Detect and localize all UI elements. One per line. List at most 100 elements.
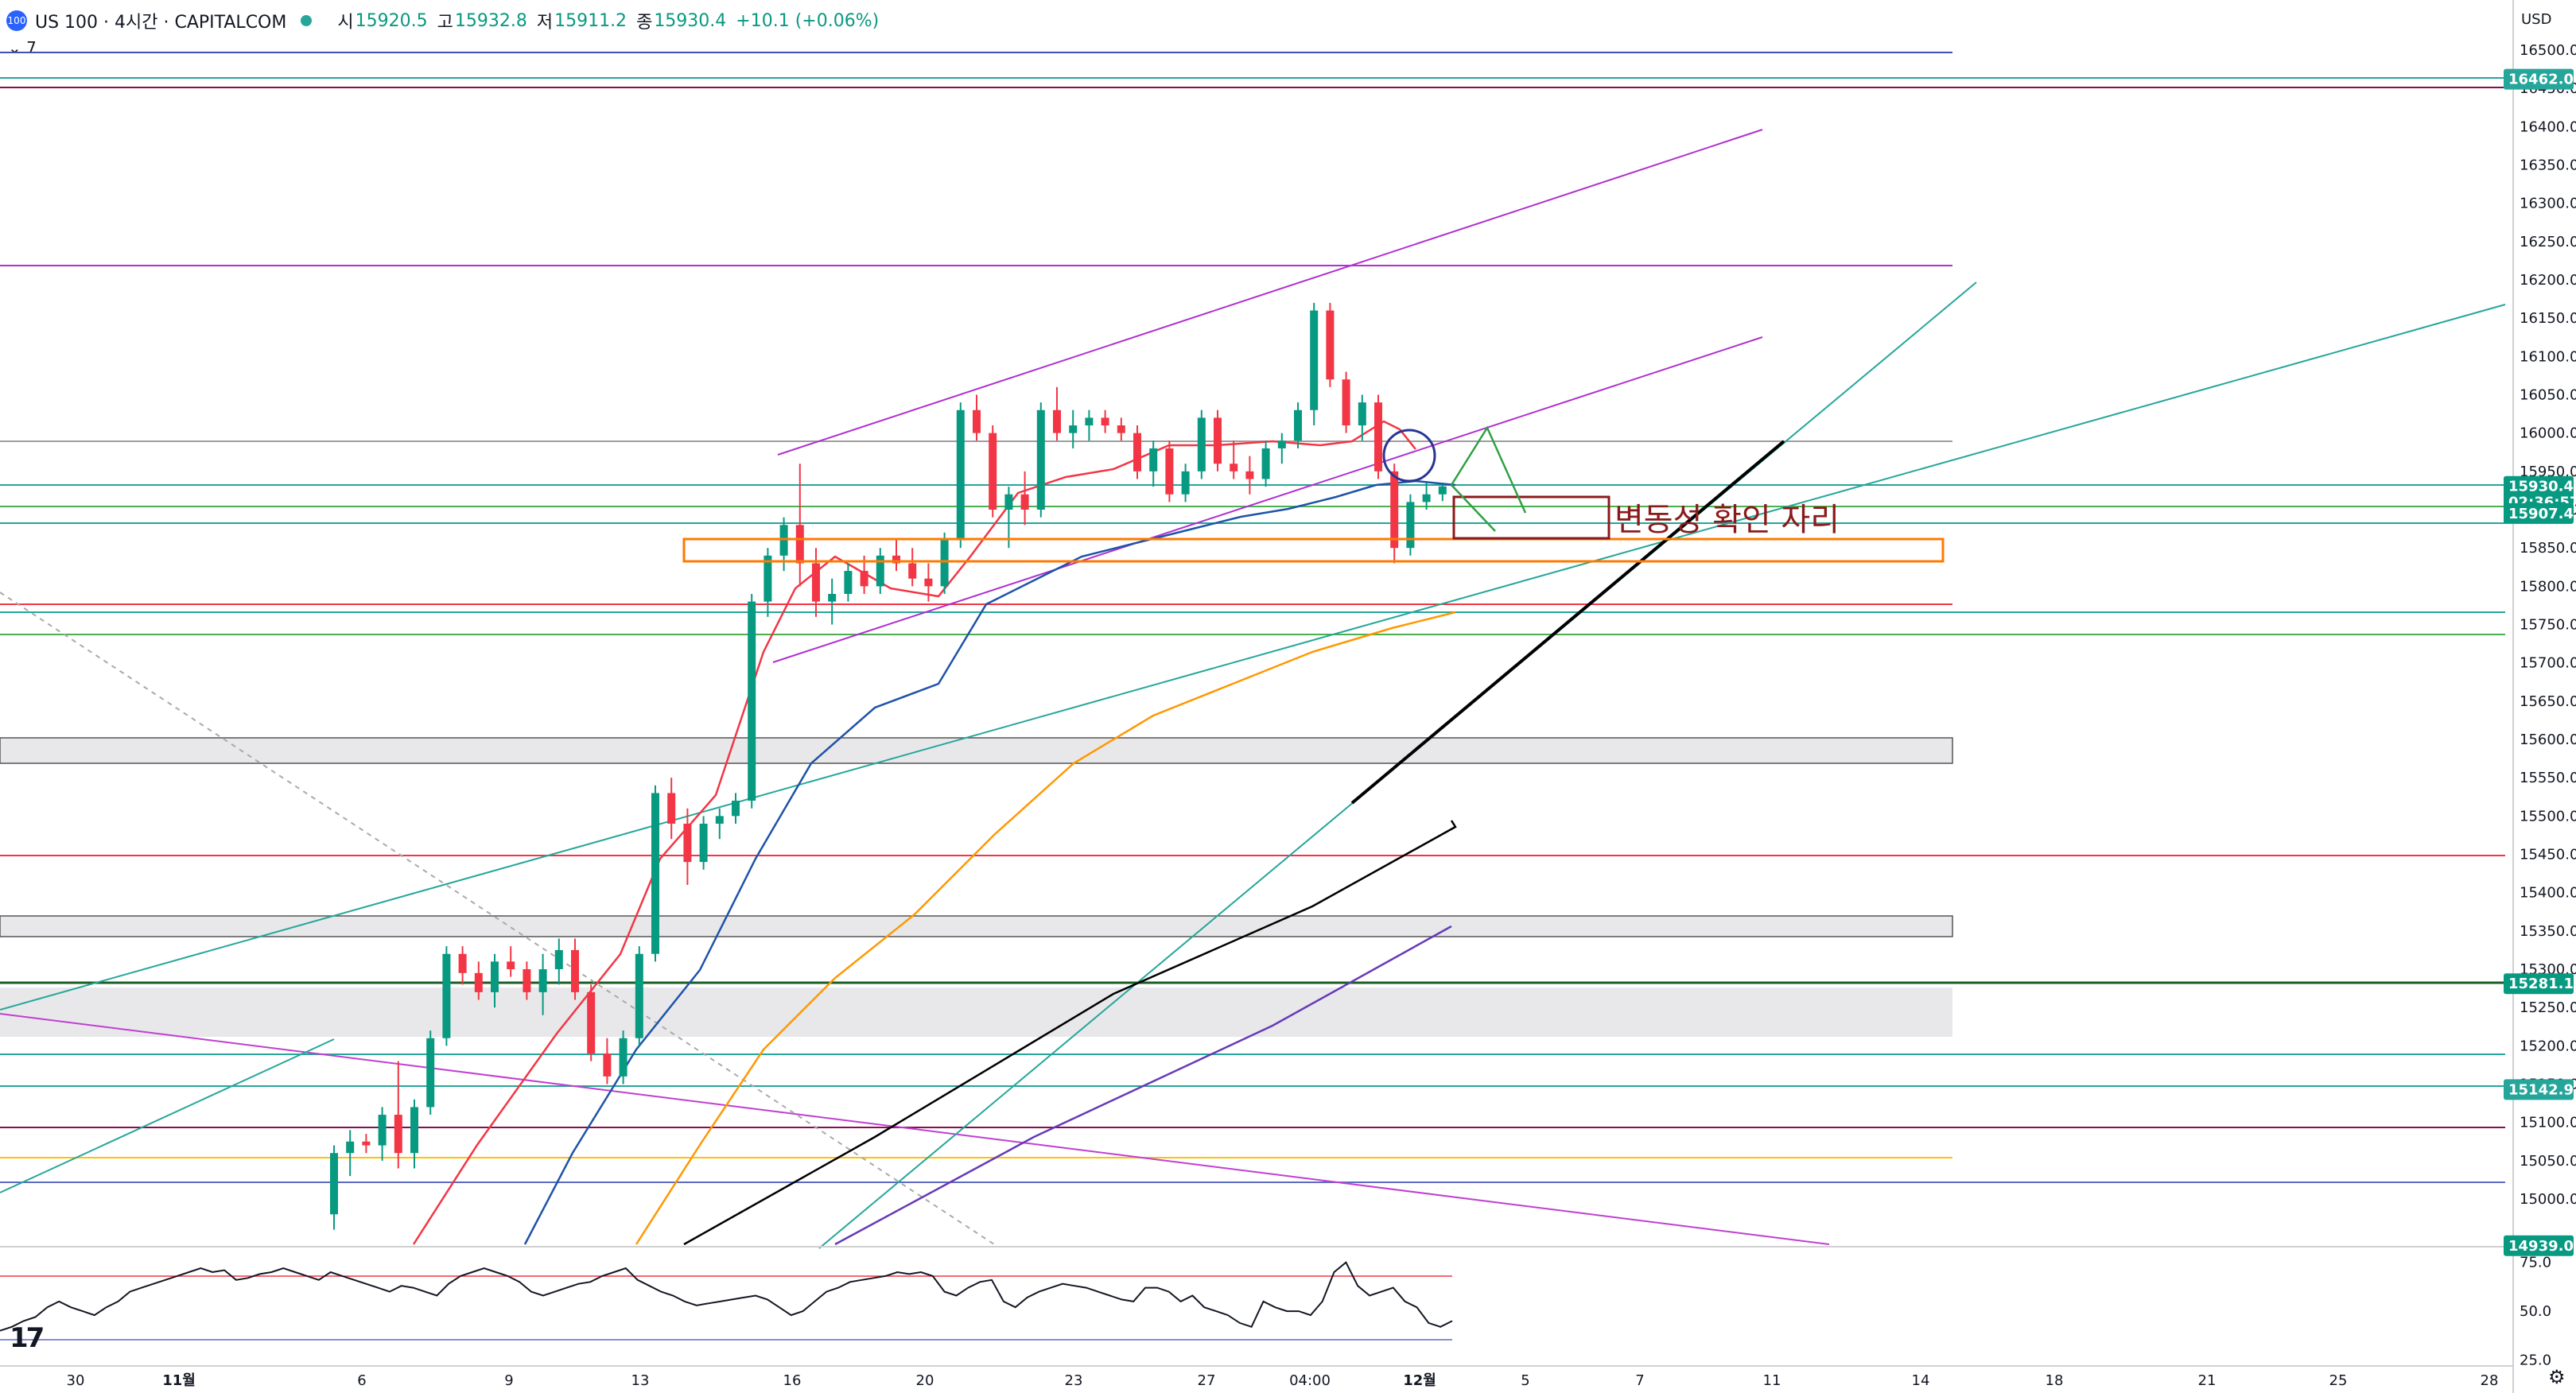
rsi-tick-label: 25.0 [2520,1352,2551,1369]
rsi-axis: 75.0 50.0 25.0 [2520,1255,2551,1369]
candle-body [732,801,740,817]
price-tick-label: 16050.0 [2520,387,2576,404]
candle-body [523,969,531,992]
candle-body [1149,448,1158,471]
candle-body [394,1115,402,1154]
horizontal-levels [0,52,2505,1183]
price-tick-label: 16300.0 [2520,196,2576,212]
candle-body [1245,471,1254,479]
price-tick-label: 15450.0 [2520,847,2576,863]
candle-body [1230,464,1238,471]
settings-gear-icon[interactable]: ⚙ [2548,1366,2566,1388]
price-tick-label: 16500.0 [2520,42,2576,59]
price-tick-label: 15600.0 [2520,731,2576,748]
ema-mid-line [523,479,1456,1245]
candle-body [956,409,965,541]
candle-body [844,571,853,594]
ema-fast-line [412,420,1416,1245]
price-badge-bg [2504,1235,2574,1256]
price-tick-label: 16150.0 [2520,310,2576,327]
candle-body [908,563,917,579]
candle-body [1342,379,1350,426]
price-tick-label: 15800.0 [2520,578,2576,595]
candle-body [1326,310,1335,380]
candle-body [1406,502,1415,549]
time-tick-label: 12월 [1403,1372,1436,1389]
price-tick-label: 15100.0 [2520,1115,2576,1131]
price-tick-label: 15700.0 [2520,655,2576,672]
candle-body [410,1107,418,1154]
high-label: 고 [437,13,453,33]
price-tick-label: 15350.0 [2520,923,2576,940]
tradingview-logo-icon: 17 [10,1322,45,1354]
price-badges: 16462.015930.402:36:5715907.415281.11514… [2504,68,2576,1256]
market-open-icon [301,15,313,26]
candle-body [651,793,659,954]
price-tick-label: 16350.0 [2520,157,2576,174]
low-value: 15911.2 [554,10,627,31]
candle-body [635,953,643,1038]
candles [330,302,1447,1230]
candle-body [587,991,596,1053]
green-path [1450,425,1527,514]
rsi-pane [0,1246,2513,1341]
price-tick-label: 16400.0 [2520,118,2576,135]
candle-body [812,563,820,602]
price-tick-label: 15550.0 [2520,770,2576,786]
symbol-logo-icon: 100 [6,10,27,31]
time-axis[interactable]: 30 11월 6 9 13 16 20 23 27 04:00 12월 5 7 11 14 18 21 25 28 [67,1372,2499,1389]
time-tick-label: 23 [1065,1372,1083,1389]
candle-body [973,409,981,433]
candle-body [1261,448,1270,479]
candle-body [699,823,708,863]
time-tick-label: 6 [357,1372,366,1389]
time-tick-label: 04:00 [1289,1372,1331,1389]
candle-body [940,540,949,587]
time-tick-label: 30 [67,1372,85,1389]
candle-body [538,969,547,992]
currency-label: USD [2521,11,2551,28]
time-tick-label: 16 [783,1372,802,1389]
price-badge: 16462.0 [2508,72,2574,88]
close-label: 종 [636,13,653,33]
candle-body [507,961,515,969]
time-tick-label: 28 [2481,1372,2499,1389]
candle-body [989,433,997,510]
indicators-collapse-button[interactable]: ⌄ 7 [8,38,37,57]
candle-body [1101,417,1109,426]
time-tick-label: 21 [2198,1372,2217,1389]
rsi-tick-label: 50.0 [2520,1303,2551,1320]
ema-slow-line [635,611,1456,1245]
time-tick-label: 11월 [162,1372,196,1389]
candle-body [571,949,579,992]
price-tick-label: 15750.0 [2520,617,2576,634]
price-tick-label: 16250.0 [2520,234,2576,250]
candle-body [554,949,563,969]
candle-body [1181,471,1190,495]
price-axis[interactable]: 16500.016450.016400.016350.016300.016250… [2520,42,2576,1208]
candle-body [667,793,676,824]
price-badge-bg [2504,1079,2574,1100]
symbol-title[interactable]: US 100 · 4시간 · CAPITALCOM [35,13,287,33]
price-badge-bg [2504,475,2574,497]
time-tick-label: 11 [1763,1372,1781,1389]
candle-body [779,525,788,556]
price-tick-label: 15400.0 [2520,885,2576,902]
moving-averages [412,420,1456,1245]
price-tick-label: 16000.0 [2520,425,2576,442]
price-tick-label: 15200.0 [2520,1038,2576,1054]
price-tick-label: 15950.0 [2520,464,2576,480]
candle-body [378,1115,387,1146]
time-tick-label: 9 [504,1372,513,1389]
price-badge-bg [2504,502,2574,524]
support-zones [0,737,1953,1037]
candle-body [748,601,756,801]
candle-body [603,1053,612,1077]
price-tick-label: 15250.0 [2520,999,2576,1016]
time-tick-label: 5 [1521,1372,1529,1389]
candle-body [362,1141,371,1146]
open-value: 15920.5 [355,10,428,31]
time-tick-label: 27 [1198,1372,1216,1389]
candle-body [458,953,467,973]
